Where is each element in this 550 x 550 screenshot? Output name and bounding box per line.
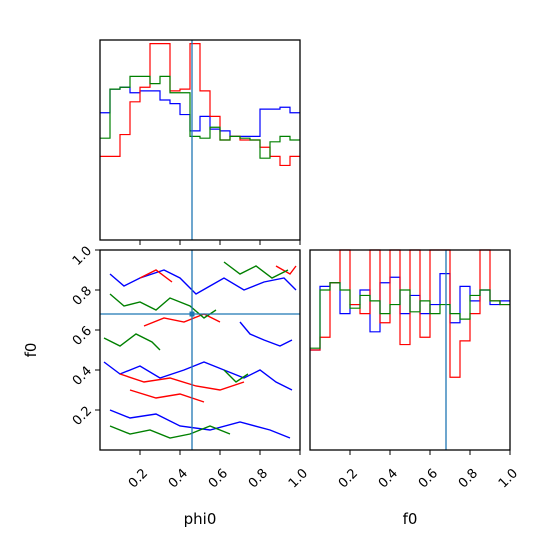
- y-tick-label: 0.4: [70, 364, 95, 389]
- x-tick-label: 0.4: [166, 466, 191, 491]
- contour-0-3: [109, 409, 291, 439]
- contour-0-0: [109, 269, 297, 295]
- hist-series-0: [100, 86, 300, 137]
- y-axis-label-f0: f0: [22, 343, 40, 358]
- axes-frame: [99, 39, 301, 241]
- f0-marginal-panel: 0.2 0.4 0.6 0.8 1.0: [309, 249, 521, 491]
- x-axis-label-phi0: phi0: [184, 510, 217, 528]
- contour-0-1: [103, 361, 293, 391]
- contour-1-0: [119, 373, 245, 391]
- x-tick-label: 0.4: [376, 466, 401, 491]
- hist-series-2: [310, 282, 510, 349]
- x-tick-label: 0.6: [416, 466, 441, 491]
- x-axis-label-f0: f0: [403, 510, 418, 528]
- contour-2-1: [103, 333, 161, 351]
- contour-2-3: [223, 261, 289, 279]
- truth-marker: [189, 311, 195, 317]
- contour-1-1: [129, 389, 205, 403]
- contour-2-4: [223, 369, 249, 383]
- axes-frame: [309, 249, 511, 451]
- phi0-marginal-panel: [99, 39, 301, 245]
- x-tick-label: 0.8: [246, 466, 271, 491]
- x-tick-label: 1.0: [286, 466, 311, 491]
- contour-2-0: [109, 293, 217, 319]
- contour-1-4: [275, 265, 297, 275]
- x-tick-label: 0.8: [456, 466, 481, 491]
- y-tick-label: 0.6: [70, 324, 95, 349]
- y-tick-label: 0.8: [70, 284, 95, 309]
- y-tick-label: 0.2: [70, 404, 95, 429]
- x-tick-label: 0.2: [126, 466, 151, 491]
- contour-0-2: [239, 321, 293, 347]
- joint-contour-panel: 0.2 0.2 0.4 0.4 0.6 0.6 0.8 0.8 1.0 1.0: [70, 244, 311, 492]
- x-tick-label: 1.0: [496, 466, 521, 491]
- x-tick-label: 0.2: [336, 466, 361, 491]
- contour-2-2: [109, 425, 231, 439]
- contour-group: [103, 261, 297, 439]
- contour-1-3: [139, 269, 173, 283]
- axes-frame: [99, 249, 301, 451]
- y-tick-label: 1.0: [70, 244, 95, 269]
- contour-1-2: [143, 313, 221, 327]
- hist-series-2: [100, 75, 300, 159]
- x-tick-label: 0.6: [206, 466, 231, 491]
